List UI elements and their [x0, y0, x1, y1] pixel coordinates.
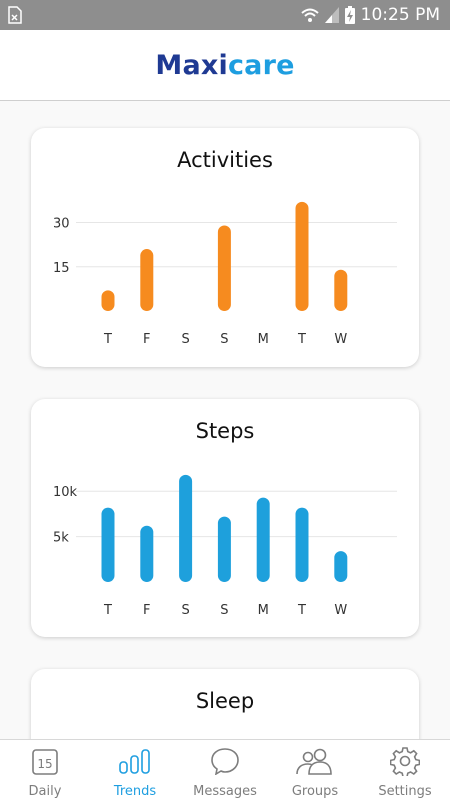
y-tick-label: 10k [53, 485, 78, 500]
app-logo: Maxicare [155, 50, 294, 81]
nav-label: Settings [378, 784, 432, 799]
activities-card[interactable]: Activities 15 30 T F S S M T W [31, 128, 419, 367]
chat-bubble-icon [211, 748, 239, 775]
nav-label: Messages [193, 784, 257, 799]
bar [334, 269, 348, 311]
card-title: Sleep [195, 689, 255, 713]
card-title: Activities [177, 148, 273, 172]
bar [217, 516, 231, 582]
x-tick-label: W [334, 603, 347, 618]
steps-card[interactable]: Steps 5k 10k T F S S M T W [31, 399, 419, 637]
x-tick-label: W [334, 332, 347, 347]
bar [334, 551, 348, 582]
card-title: Steps [195, 419, 255, 443]
logo-part-maxi: Maxi [155, 49, 228, 81]
logo-part-care: care [227, 49, 295, 81]
x-tick-label: S [181, 603, 189, 618]
x-tick-label: F [143, 332, 150, 347]
nav-trends[interactable]: Trends [90, 740, 180, 800]
bar [179, 474, 193, 582]
y-tick-label: 30 [53, 217, 70, 232]
status-bar: 10:25 PM [0, 0, 450, 30]
x-tick-label: T [297, 332, 306, 347]
x-tick-label: M [258, 603, 269, 618]
x-tick-label: T [297, 603, 306, 618]
x-tick-label: S [220, 332, 228, 347]
nav-label: Groups [291, 784, 339, 799]
y-tick-label: 5k [53, 531, 69, 546]
calendar-icon: 15 [32, 749, 58, 775]
sim-card-icon [8, 6, 22, 24]
nav-messages[interactable]: Messages [180, 740, 270, 800]
bar [140, 249, 154, 311]
x-tick-label: F [143, 603, 150, 618]
steps-chart: 5k 10k T F S S M T W [53, 474, 397, 618]
bar [295, 507, 309, 582]
nav-settings[interactable]: Settings [360, 740, 450, 800]
bar [101, 290, 115, 311]
bar-chart-icon [119, 749, 150, 774]
x-tick-label: S [220, 603, 228, 618]
bar [140, 525, 154, 582]
gear-icon [390, 747, 420, 776]
bottom-navigation: 15 Daily Trends Messages [0, 739, 450, 800]
x-tick-label: S [181, 332, 189, 347]
nav-label: Trends [113, 784, 157, 799]
bar [256, 497, 270, 582]
group-icon [296, 748, 332, 775]
x-tick-label: T [103, 332, 112, 347]
wifi-icon [301, 8, 319, 22]
app-header: Maxicare [0, 30, 450, 101]
bar [101, 507, 115, 582]
y-tick-label: 15 [53, 261, 70, 276]
clock: 10:25 PM [360, 5, 440, 25]
bar [217, 225, 231, 311]
battery-charging-icon [344, 6, 355, 24]
sleep-card[interactable]: Sleep [31, 669, 419, 739]
x-tick-label: M [258, 332, 269, 347]
x-tick-label: T [103, 603, 112, 618]
trends-content[interactable]: Activities 15 30 T F S S M T W Steps 5k 10k T F S S M T… [0, 101, 450, 739]
activities-chart: 15 30 T F S S M T W [53, 201, 397, 347]
nav-daily[interactable]: 15 Daily [0, 740, 90, 800]
signal-icon [324, 7, 339, 23]
nav-groups[interactable]: Groups [270, 740, 360, 800]
bar [295, 201, 309, 311]
nav-label: Daily [28, 784, 62, 799]
calendar-icon-date: 15 [37, 757, 52, 771]
